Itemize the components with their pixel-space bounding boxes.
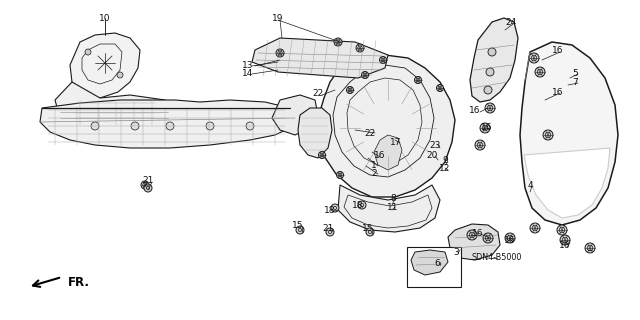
Text: 4: 4 [527,180,533,189]
Circle shape [356,44,364,52]
Circle shape [246,122,254,130]
Text: 9: 9 [442,156,448,164]
Polygon shape [252,38,388,78]
Circle shape [467,230,477,240]
Text: 16: 16 [481,123,493,132]
Circle shape [144,184,152,192]
Text: 17: 17 [390,138,402,147]
Text: 5: 5 [572,68,578,77]
Circle shape [480,123,490,133]
Text: 16: 16 [504,236,516,244]
Circle shape [296,226,304,234]
Circle shape [485,103,495,113]
Polygon shape [55,82,175,128]
Text: 16: 16 [552,87,564,97]
Circle shape [276,49,284,57]
Circle shape [585,243,595,253]
Circle shape [488,48,496,56]
Circle shape [560,235,570,245]
Text: 13: 13 [243,60,253,69]
Circle shape [529,53,539,63]
Circle shape [117,72,123,78]
Circle shape [486,68,494,76]
Text: 12: 12 [439,164,451,172]
Circle shape [436,84,444,92]
Text: 18: 18 [324,205,336,214]
Circle shape [543,130,553,140]
Circle shape [380,57,387,63]
Polygon shape [272,95,318,135]
Circle shape [319,151,326,158]
Circle shape [166,122,174,130]
Polygon shape [470,18,518,102]
Text: 2: 2 [371,169,377,178]
Text: 1: 1 [371,161,377,170]
Circle shape [362,71,369,78]
Text: 22: 22 [364,129,376,138]
Text: 7: 7 [572,77,578,86]
Polygon shape [374,135,402,170]
Text: 16: 16 [472,228,484,237]
Polygon shape [298,108,332,158]
Circle shape [475,140,485,150]
Text: 11: 11 [387,203,399,212]
Polygon shape [338,185,440,232]
Polygon shape [520,42,618,225]
Circle shape [505,233,515,243]
Text: 3: 3 [453,247,459,257]
Text: FR.: FR. [68,276,90,290]
Text: 20: 20 [426,150,438,159]
Text: 16: 16 [552,45,564,54]
Text: SDN4-B5000: SDN4-B5000 [472,252,522,261]
Text: 18: 18 [352,201,364,210]
Text: 21: 21 [323,223,333,233]
Circle shape [331,204,339,212]
Polygon shape [40,100,295,148]
Text: 21: 21 [142,175,154,185]
Text: 15: 15 [292,220,304,229]
Text: 16: 16 [374,150,386,159]
Circle shape [557,225,567,235]
Circle shape [326,228,334,236]
Polygon shape [70,33,140,98]
Circle shape [483,233,493,243]
Circle shape [415,76,422,84]
Polygon shape [524,148,610,218]
Circle shape [484,86,492,94]
Text: 24: 24 [506,18,516,27]
Circle shape [334,38,342,46]
Text: 15: 15 [362,223,374,233]
Circle shape [141,181,149,189]
Circle shape [337,172,344,179]
Circle shape [206,122,214,130]
Text: 23: 23 [429,140,441,149]
Text: 16: 16 [469,106,481,115]
Circle shape [85,49,91,55]
Polygon shape [318,55,455,197]
Circle shape [530,223,540,233]
Text: 6: 6 [434,260,440,268]
Circle shape [131,122,139,130]
Polygon shape [448,224,500,260]
Text: 10: 10 [99,13,111,22]
Circle shape [91,122,99,130]
Text: 8: 8 [390,194,396,203]
Circle shape [535,67,545,77]
Text: 14: 14 [243,68,253,77]
Polygon shape [411,250,448,275]
Circle shape [346,86,353,93]
Circle shape [358,201,366,209]
Text: 16: 16 [559,241,571,250]
FancyBboxPatch shape [407,247,461,287]
Circle shape [366,228,374,236]
Text: 19: 19 [272,13,284,22]
Text: 22: 22 [312,89,324,98]
